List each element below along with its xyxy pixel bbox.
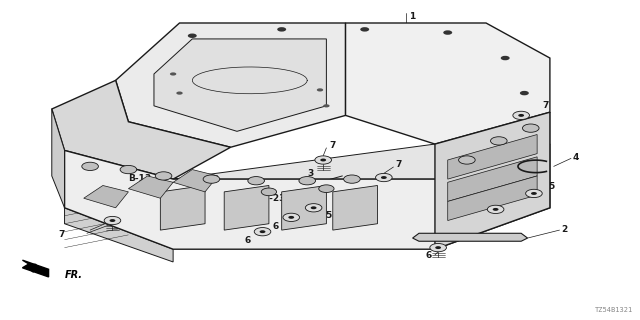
Circle shape	[277, 27, 286, 32]
Circle shape	[520, 91, 529, 95]
Circle shape	[203, 175, 220, 183]
Polygon shape	[448, 134, 537, 179]
Circle shape	[289, 216, 294, 219]
Text: 5: 5	[548, 182, 555, 191]
Text: 5: 5	[325, 211, 332, 220]
Circle shape	[435, 246, 441, 249]
Circle shape	[82, 162, 99, 171]
Text: 7: 7	[396, 160, 402, 169]
Circle shape	[500, 56, 509, 60]
Text: 6: 6	[426, 251, 432, 260]
Polygon shape	[413, 233, 527, 241]
Circle shape	[525, 189, 542, 197]
Text: 7: 7	[330, 141, 336, 150]
Circle shape	[344, 175, 360, 183]
Circle shape	[248, 177, 264, 185]
Polygon shape	[154, 39, 326, 131]
Text: B-13-23: B-13-23	[129, 174, 168, 183]
Polygon shape	[52, 80, 230, 179]
Polygon shape	[224, 186, 269, 230]
Circle shape	[323, 104, 330, 108]
Polygon shape	[448, 176, 537, 220]
Polygon shape	[52, 109, 65, 208]
Circle shape	[490, 137, 507, 145]
Circle shape	[376, 173, 392, 182]
Text: 6: 6	[244, 236, 251, 245]
Polygon shape	[435, 112, 550, 249]
Polygon shape	[116, 23, 346, 147]
Circle shape	[310, 206, 317, 209]
Text: 6: 6	[272, 222, 278, 231]
Circle shape	[487, 205, 504, 213]
Polygon shape	[84, 186, 129, 208]
Polygon shape	[65, 208, 173, 262]
Polygon shape	[22, 260, 49, 277]
Text: 2: 2	[561, 225, 568, 234]
Text: 6: 6	[485, 213, 491, 222]
Text: TZ54B1321: TZ54B1321	[595, 307, 633, 313]
Polygon shape	[173, 170, 218, 192]
Circle shape	[531, 192, 537, 195]
Circle shape	[430, 244, 447, 252]
Polygon shape	[346, 23, 550, 144]
Circle shape	[170, 72, 176, 76]
Circle shape	[315, 156, 332, 164]
Text: FR.: FR.	[65, 270, 83, 280]
Circle shape	[120, 165, 137, 174]
Text: 7: 7	[542, 101, 548, 110]
Text: 1: 1	[410, 12, 415, 21]
Circle shape	[283, 213, 300, 221]
Circle shape	[176, 92, 182, 95]
Circle shape	[444, 30, 452, 35]
Circle shape	[260, 230, 266, 233]
Polygon shape	[333, 186, 378, 230]
Circle shape	[188, 34, 196, 38]
Circle shape	[261, 188, 276, 196]
Circle shape	[459, 156, 475, 164]
Circle shape	[493, 208, 499, 211]
Polygon shape	[65, 144, 550, 249]
Circle shape	[518, 114, 524, 117]
Circle shape	[299, 177, 316, 185]
Polygon shape	[65, 112, 550, 179]
Circle shape	[254, 228, 271, 236]
Text: 3: 3	[307, 169, 314, 178]
Circle shape	[360, 27, 369, 32]
Circle shape	[104, 216, 121, 225]
Circle shape	[320, 158, 326, 162]
Circle shape	[381, 176, 387, 179]
Polygon shape	[282, 186, 326, 230]
Circle shape	[522, 124, 539, 132]
Polygon shape	[161, 186, 205, 230]
Text: B-13-23: B-13-23	[246, 195, 286, 204]
Circle shape	[305, 204, 322, 212]
Circle shape	[317, 88, 323, 92]
Circle shape	[513, 111, 529, 120]
Circle shape	[109, 219, 115, 222]
Polygon shape	[448, 157, 537, 201]
Circle shape	[319, 185, 334, 193]
Text: 7: 7	[58, 230, 65, 239]
Circle shape	[156, 172, 172, 180]
Text: 4: 4	[573, 153, 579, 162]
Polygon shape	[129, 176, 173, 198]
